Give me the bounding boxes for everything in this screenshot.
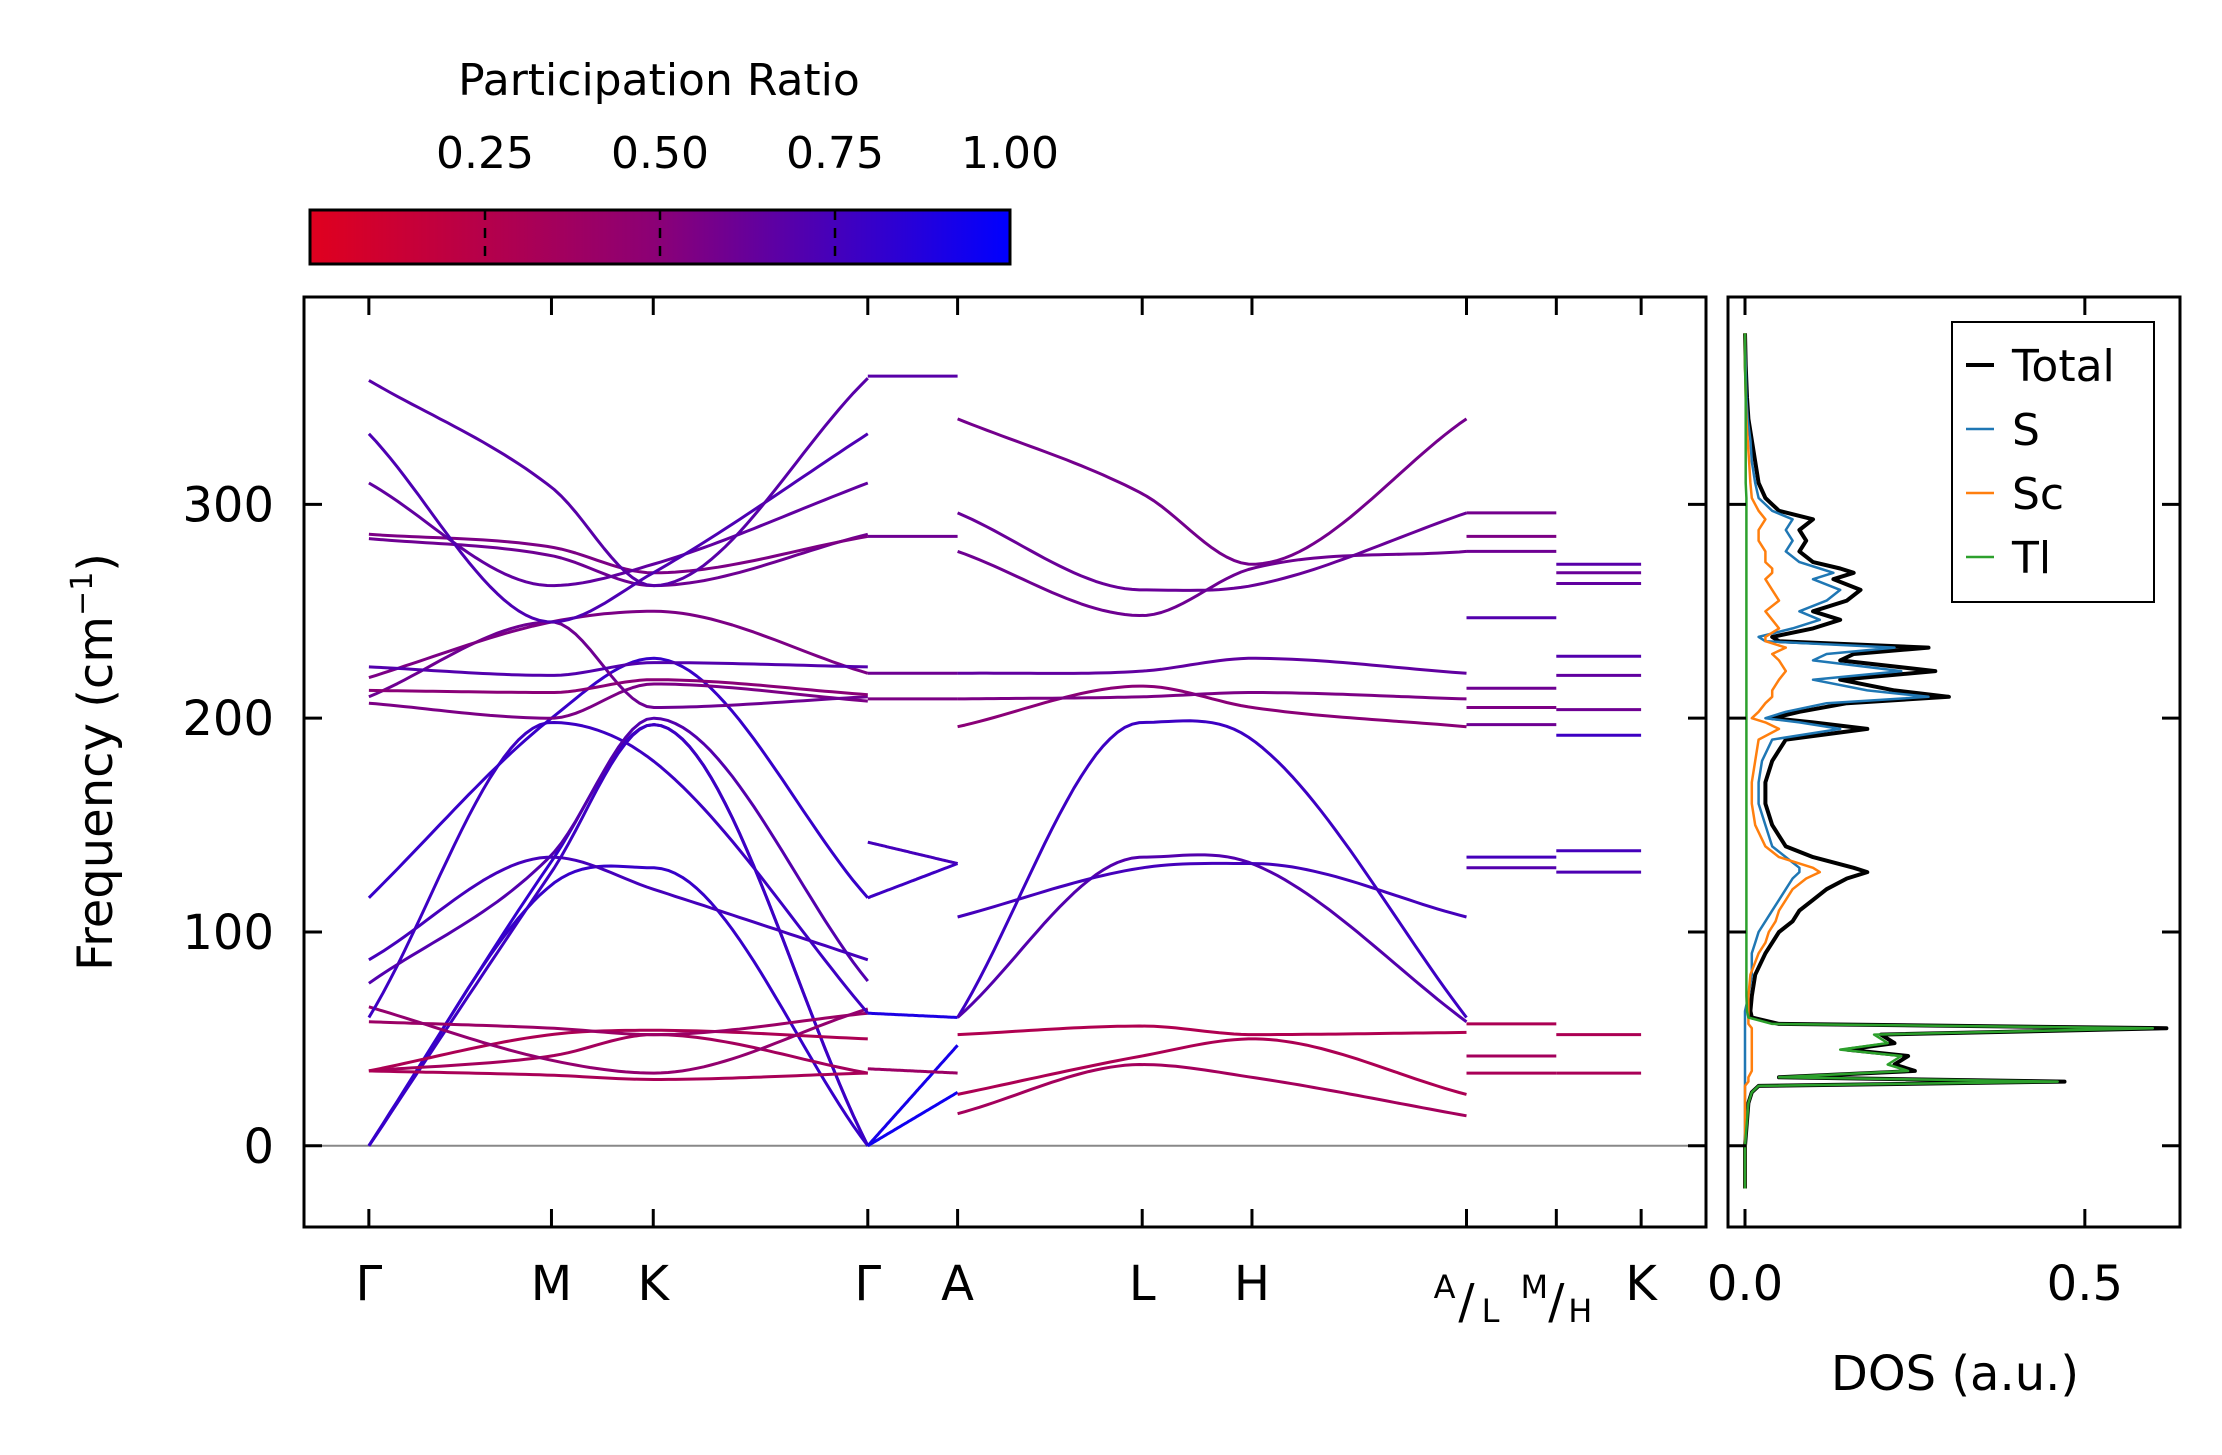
band-line xyxy=(867,840,959,866)
band-panel-frame xyxy=(302,295,1708,1229)
band-line xyxy=(956,719,1468,1019)
band-line xyxy=(867,1067,958,1075)
band-line xyxy=(957,684,1467,729)
dos-line-sc xyxy=(1743,333,1822,1189)
y-tick-label: 100 xyxy=(182,905,274,961)
band-line xyxy=(957,1037,1467,1096)
band-line xyxy=(957,1024,1467,1037)
band-line xyxy=(368,661,868,677)
band-line xyxy=(367,864,870,1147)
x-tick-label: H xyxy=(1234,1256,1270,1312)
band-line xyxy=(368,1028,868,1073)
band-line xyxy=(867,1011,958,1019)
band-line xyxy=(367,721,869,1019)
colorbar-tick-label: 0.25 xyxy=(436,128,534,179)
dos-panel-frame xyxy=(1726,295,2182,1229)
x-tick-label-lower: L xyxy=(1482,1292,1500,1330)
x-tick-label: L xyxy=(1129,1256,1156,1312)
band-line xyxy=(368,532,869,588)
x-tick-label: K xyxy=(638,1256,671,1312)
x-tick-label: Γ xyxy=(854,1256,881,1312)
band-line xyxy=(866,1044,959,1147)
colorbar-title: Participation Ratio xyxy=(458,55,860,106)
x-tick-label-lower: H xyxy=(1568,1292,1592,1330)
band-line xyxy=(368,1069,868,1081)
x-tick-label-upper: M xyxy=(1521,1268,1549,1306)
colorbar-tick-label: 0.50 xyxy=(611,128,709,179)
colorbar-tick-label: 1.00 xyxy=(961,128,1059,179)
band-line xyxy=(957,861,1467,919)
x-tick-label: M xyxy=(531,1256,572,1312)
x-tick-label-compound: M / H xyxy=(1521,1268,1593,1330)
band-line xyxy=(368,377,869,588)
band-line xyxy=(368,609,869,680)
legend: Total S Sc Tl xyxy=(1951,321,2155,603)
legend-label-s: S xyxy=(2012,405,2040,456)
band-line xyxy=(367,432,869,624)
band-line xyxy=(367,656,869,899)
y-tick-label: 200 xyxy=(182,691,274,747)
x-tick-label-slash: / xyxy=(1458,1274,1475,1330)
dos-panel: 0.0 0.5 DOS (a.u.) Total S Sc Tl xyxy=(1707,295,2182,1402)
band-line xyxy=(957,691,1467,701)
band-line xyxy=(368,716,869,985)
band-line xyxy=(368,678,868,697)
band-line xyxy=(957,549,1467,617)
x-tick-label-slash: / xyxy=(1548,1274,1565,1330)
legend-label-total: Total xyxy=(2011,341,2115,392)
band-line xyxy=(867,1091,959,1148)
band-line xyxy=(368,1033,869,1075)
legend-label-sc: Sc xyxy=(2012,469,2064,520)
band-line xyxy=(956,511,1467,592)
legend-frame xyxy=(1951,321,2155,603)
band-line xyxy=(368,1005,869,1075)
legend-label-tl: Tl xyxy=(2011,533,2051,584)
x-tick-label: K xyxy=(1625,1256,1658,1312)
band-line xyxy=(368,481,869,588)
x-tick-label: A xyxy=(941,1256,974,1312)
dos-line-s xyxy=(1743,333,1930,1189)
dos-x-axis-label: DOS (a.u.) xyxy=(1831,1346,2079,1402)
band-line xyxy=(368,682,868,720)
band-line xyxy=(957,1063,1467,1118)
band-line xyxy=(867,862,959,900)
colorbar: Participation Ratio 0.25 0.50 0.75 1.00 xyxy=(308,55,1059,266)
x-tick-label-compound: A / L xyxy=(1434,1268,1500,1330)
band-line xyxy=(957,656,1467,675)
x-tick-label-upper: A xyxy=(1434,1268,1456,1306)
colorbar-tick-label: 0.75 xyxy=(786,128,884,179)
band-line xyxy=(367,723,870,1147)
dos-x-tick-label: 0.5 xyxy=(2047,1256,2123,1312)
band-line xyxy=(956,853,1468,1023)
band-line xyxy=(368,1011,868,1037)
dos-line-tl xyxy=(1743,333,2155,1189)
y-tick-label: 0 xyxy=(243,1119,274,1175)
band-line xyxy=(957,417,1468,566)
band-line xyxy=(368,855,869,962)
dos-x-tick-label: 0.0 xyxy=(1707,1256,1783,1312)
y-axis-label: Frequency (cm−1) xyxy=(65,553,124,971)
y-tick-label: 300 xyxy=(182,477,274,533)
x-tick-label: Γ xyxy=(355,1256,382,1312)
